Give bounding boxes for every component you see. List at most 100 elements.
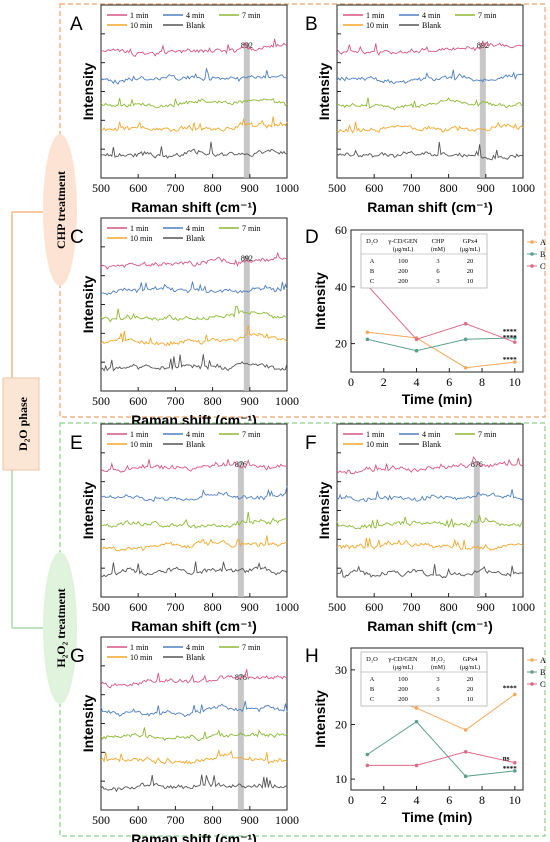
x-tick-label: 2: [381, 375, 387, 389]
x-tick-label: 800: [440, 600, 458, 614]
spectrum-10-min: [336, 121, 524, 134]
y-tick-label: 20: [335, 337, 347, 351]
panel-letter-C: C: [70, 227, 84, 248]
y-axis-label: Intensity: [316, 63, 332, 121]
data-point-A: [463, 728, 468, 732]
x-axis-label: Time (min): [402, 391, 473, 407]
x-axis-label: Time (min): [402, 809, 473, 825]
y-tick-label: 30: [335, 663, 347, 677]
table-cell: 3: [436, 696, 439, 703]
x-tick-label: 10: [509, 793, 521, 807]
y-axis-label: Intensity: [80, 482, 96, 540]
table-cell: 200: [398, 268, 408, 275]
chp-treatment-label: CHP treatment: [54, 171, 68, 249]
y-axis-label: Intensity: [80, 63, 96, 121]
spectrum-4-min: [100, 281, 288, 296]
y-tick-label: 20: [335, 717, 347, 731]
plot-frame: [100, 217, 288, 392]
x-tick-label: 600: [129, 394, 147, 408]
spectrum-4-min: [100, 485, 288, 503]
table-unit: (mM): [431, 246, 445, 253]
spectrum-1-min: [336, 456, 524, 475]
x-tick-label: 800: [204, 394, 222, 408]
panel-letter-G: G: [70, 646, 85, 667]
table-cell: 20: [467, 258, 474, 265]
x-tick-label: 1000: [511, 181, 535, 195]
table-cell: 6: [436, 268, 440, 275]
table-cell: A: [370, 258, 375, 265]
spectrum-Blank: [100, 354, 288, 372]
highlight-band: [473, 462, 480, 597]
legend-label: Blank: [422, 21, 441, 30]
x-tick-label: 6: [446, 375, 452, 389]
data-point-B: [365, 337, 370, 342]
panel-letter-D: D: [305, 227, 319, 248]
plot-frame: [100, 636, 288, 811]
legend-label: 10 min: [366, 440, 388, 449]
x-tick-label: 0: [348, 375, 354, 389]
x-tick-label: 800: [440, 181, 458, 195]
legend-label: 1 min: [130, 224, 148, 233]
x-tick-label: 700: [402, 181, 420, 195]
x-tick-label: 500: [328, 181, 346, 195]
table-unit: (mM): [431, 664, 445, 671]
y-axis-label: Intensity: [80, 695, 96, 753]
legend-label: A: [540, 656, 546, 665]
table-header: γ-CD/GEN: [387, 656, 418, 663]
x-tick-label: 500: [92, 394, 110, 408]
data-point-B: [414, 348, 419, 353]
table-cell: 3: [436, 258, 439, 265]
x-tick-label: 6: [446, 793, 452, 807]
panel-letter-A: A: [70, 14, 83, 35]
x-tick-label: 800: [204, 813, 222, 827]
legend-label: Blank: [186, 653, 205, 662]
panel-E: 876 1 min 4 min 7 min 10 min Blank 500 600 700 80…: [80, 423, 299, 634]
data-point-C: [365, 763, 370, 768]
spectrum-1-min: [100, 251, 288, 270]
data-point-B: [463, 774, 468, 779]
spectrum-1-min: [100, 669, 288, 689]
table-cell: 100: [398, 676, 408, 683]
x-axis-label: Raman shift (cm⁻¹): [131, 199, 257, 215]
plot-frame: [336, 423, 524, 598]
x-tick-label: 1000: [275, 181, 299, 195]
y-tick-label: 60: [335, 223, 347, 237]
y-axis-label: Intensity: [312, 272, 328, 330]
legend-label: 7 min: [242, 11, 260, 20]
data-point-A: [513, 692, 517, 697]
table-frame: [360, 233, 488, 289]
legend-marker: [530, 670, 534, 674]
panel-letter-F: F: [305, 433, 317, 454]
significance-label: ****: [503, 328, 518, 336]
panel-letter-B: B: [305, 14, 318, 35]
data-point-A: [513, 360, 517, 364]
table-header: γ-CD/GEN: [387, 238, 418, 245]
x-tick-label: 700: [166, 394, 184, 408]
x-tick-label: 8: [479, 793, 485, 807]
table-unit: (μg/mL): [460, 664, 480, 671]
legend-marker: [530, 658, 534, 662]
data-point-C: [414, 763, 419, 768]
significance-label: ****: [503, 334, 518, 342]
data-point-A: [365, 330, 370, 335]
legend-label: 10 min: [130, 234, 152, 243]
x-axis-label: Raman shift (cm⁻¹): [367, 199, 493, 215]
spectrum-7-min: [336, 97, 524, 111]
table-cell: 3: [436, 278, 439, 285]
significance-label: ****: [503, 684, 518, 692]
x-tick-label: 1000: [275, 813, 299, 827]
spectrum-4-min: [336, 69, 524, 85]
spectrum-1-min: [100, 38, 288, 57]
panel-letter-H: H: [305, 646, 319, 667]
data-point-C: [463, 321, 468, 326]
spectrum-10-min: [100, 325, 288, 347]
x-tick-label: 600: [129, 181, 147, 195]
x-tick-label: 900: [477, 181, 495, 195]
y-axis-label: Intensity: [316, 482, 332, 540]
legend-label: 10 min: [130, 653, 152, 662]
x-tick-label: 700: [166, 600, 184, 614]
x-tick-label: 600: [365, 181, 383, 195]
y-axis-label: Intensity: [80, 276, 96, 334]
table-cell: 100: [398, 258, 408, 265]
